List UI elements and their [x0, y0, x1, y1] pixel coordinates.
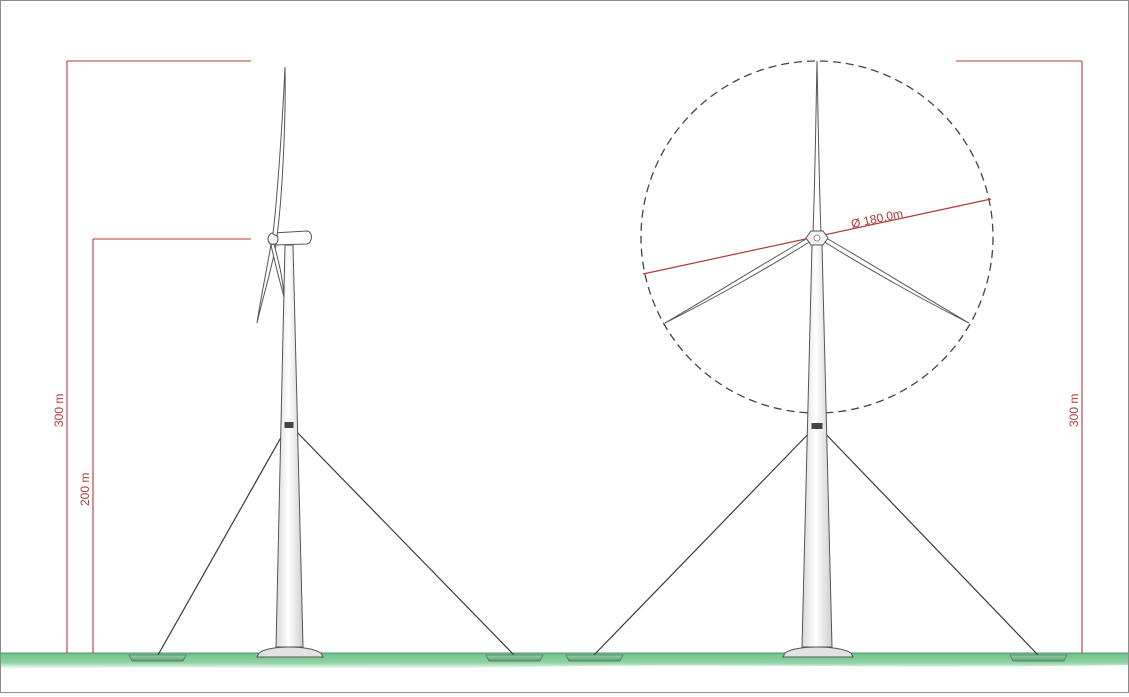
right-hub-center [813, 234, 821, 242]
left-tower-foundation [256, 646, 324, 658]
side-view-turbine [128, 66, 544, 662]
right-guy-anchor-pads [565, 654, 1068, 662]
left-guy-wires [157, 424, 515, 656]
left-tower [275, 244, 304, 648]
right-dimension-lines [956, 60, 1083, 653]
left-blade-top [272, 66, 286, 237]
left-nacelle [272, 230, 312, 246]
left-hub-height-label: 200 m [78, 473, 92, 506]
left-blade-lower-2 [270, 243, 285, 298]
front-view-turbine: Ø 180,0m [565, 60, 1068, 662]
right-blade-top [812, 60, 822, 234]
left-guy-anchor-pads [128, 654, 544, 662]
right-tower-collar [811, 423, 823, 429]
right-tower [801, 244, 833, 648]
left-dimension-lines [66, 60, 251, 653]
left-blade-lower-1 [256, 243, 277, 324]
right-blade-right [820, 233, 970, 324]
right-guy-wires [593, 426, 1039, 656]
rotor-diameter-label: Ø 180,0m [850, 206, 904, 231]
right-total-height-label: 300 m [1067, 394, 1081, 427]
right-blade-left [664, 233, 814, 324]
left-tower-collar [284, 422, 294, 428]
right-tower-foundation [782, 646, 854, 658]
left-total-height-label: 300 m [52, 394, 66, 427]
